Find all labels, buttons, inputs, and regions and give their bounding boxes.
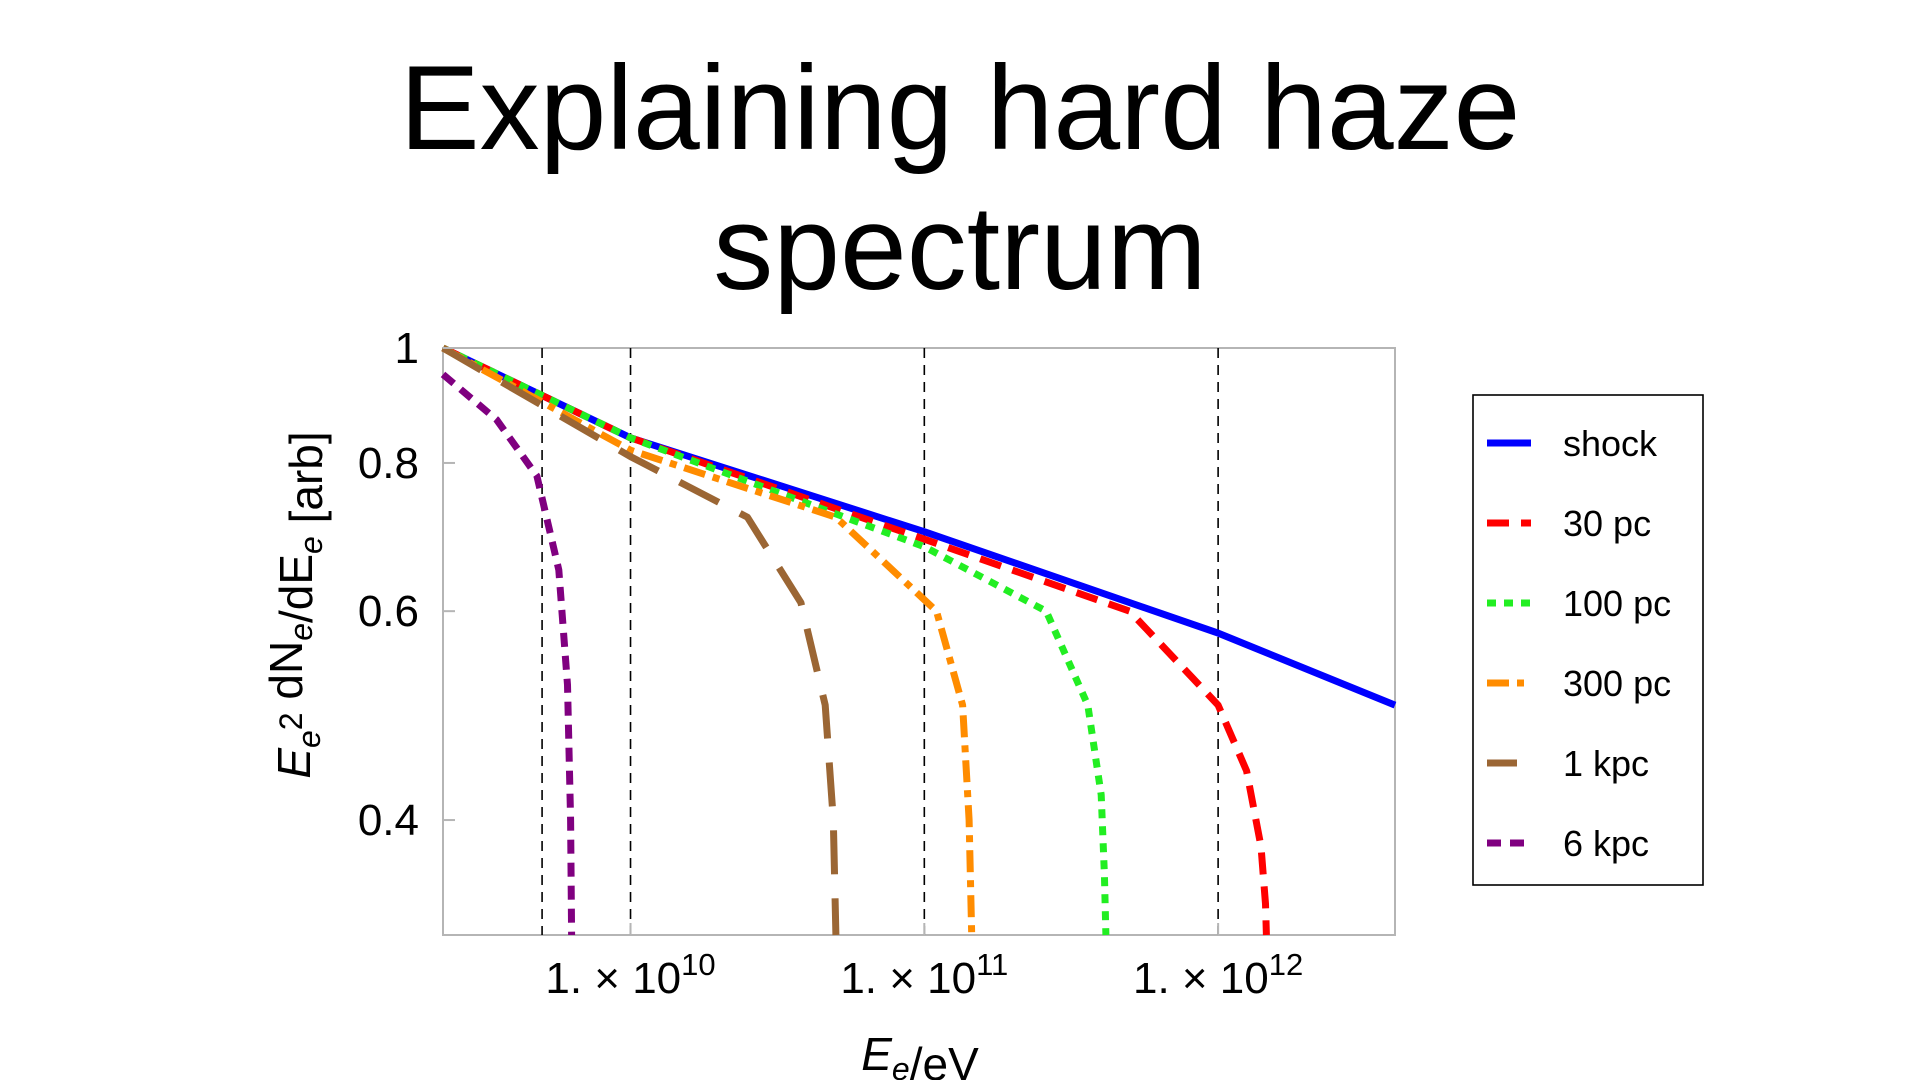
slide-title: Explaining hard haze spectrum bbox=[0, 38, 1920, 318]
vertical-reference-lines bbox=[541, 348, 1219, 935]
legend-label: 300 pc bbox=[1563, 663, 1671, 704]
x-tick-label: 1. × 1011 bbox=[840, 947, 1008, 1003]
legend-label: shock bbox=[1563, 423, 1658, 464]
axis-titles: Ee/eV Ee2 dNe/dEe [arb] bbox=[260, 431, 979, 1080]
series-line-1-kpc bbox=[441, 344, 840, 936]
x-tick-label: 1. × 1010 bbox=[545, 947, 715, 1003]
series-line-100-pc bbox=[441, 344, 1110, 936]
legend-label: 100 pc bbox=[1563, 583, 1671, 624]
legend-label: 30 pc bbox=[1563, 503, 1651, 544]
x-axis-title: Ee/eV bbox=[861, 1028, 979, 1080]
plot-frame bbox=[442, 347, 1396, 936]
plot-area bbox=[442, 347, 1396, 936]
slide-title-line-2: spectrum bbox=[713, 181, 1207, 315]
slide-title-line-1: Explaining hard haze bbox=[399, 41, 1521, 175]
series-layer bbox=[440, 344, 1397, 936]
legend-box bbox=[1472, 394, 1704, 886]
series-line-6-kpc bbox=[440, 371, 576, 936]
y-tick-label: 0.8 bbox=[358, 439, 419, 488]
series-line-300-pc bbox=[441, 344, 976, 936]
y-axis-title: Ee2 dNe/dEe [arb] bbox=[260, 431, 332, 778]
legend: shock 30 pc 100 pc 300 pc 1 kpc 6 kpc bbox=[1472, 394, 1704, 886]
y-tick-label: 0.6 bbox=[358, 587, 419, 636]
x-tick-label: 1. × 1012 bbox=[1133, 947, 1303, 1003]
legend-label: 1 kpc bbox=[1563, 743, 1649, 784]
ticks-layer: 0.4 0.6 0.8 1 1. × 1010 1. × 1011 1. × 1012 bbox=[358, 324, 1303, 1003]
y-tick-label: 1 bbox=[395, 324, 419, 373]
y-tick-label: 0.4 bbox=[358, 796, 419, 845]
legend-label: 6 kpc bbox=[1563, 823, 1649, 864]
